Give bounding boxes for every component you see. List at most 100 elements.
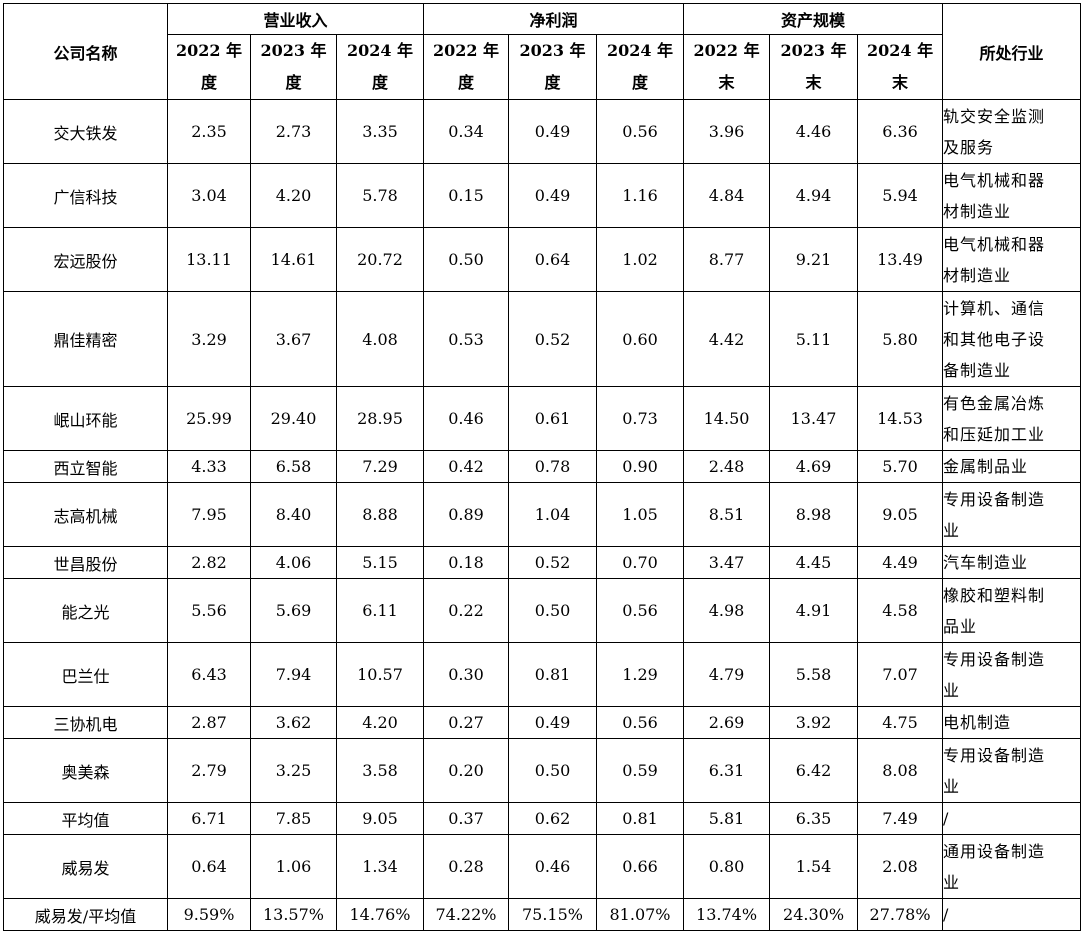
value-cell: 4.94 (769, 163, 859, 228)
value-cell: 6.58 (250, 450, 337, 483)
value-cell: 0.80 (683, 834, 771, 899)
value-cell: 4.46 (769, 99, 859, 164)
year-header: 2024 年度 (336, 34, 424, 100)
value-cell: 4.20 (250, 163, 337, 228)
value-cell: 25.99 (167, 386, 251, 451)
value-cell: 2.35 (167, 99, 251, 164)
value-cell: 0.49 (508, 99, 597, 164)
company-name-cell: 平均值 (3, 802, 168, 835)
value-cell: 0.64 (508, 227, 597, 292)
value-cell: 0.56 (595, 578, 685, 643)
company-name-cell: 岷山环能 (3, 386, 168, 451)
value-cell: 5.56 (167, 578, 251, 643)
value-cell: 0.52 (508, 546, 597, 579)
value-cell: 5.69 (250, 578, 337, 643)
value-cell: 2.08 (857, 834, 944, 899)
value-cell: 0.81 (508, 642, 597, 707)
year-header: 2023 年度 (250, 34, 337, 100)
value-cell: 3.96 (683, 99, 771, 164)
table-row: 威易发 0.64 1.06 1.34 0.28 0.46 0.66 0.80 1.54 2.08 通… (3, 834, 1082, 899)
value-cell: 0.90 (595, 450, 685, 483)
industry-line: 品业 (943, 616, 978, 636)
value-cell: 7.49 (857, 802, 944, 835)
value-cell: 2.79 (167, 738, 251, 803)
value-cell: 0.46 (508, 834, 597, 899)
value-cell: 0.56 (595, 99, 685, 164)
net-profit-group-header: 净利润 (422, 3, 685, 35)
table-row: 宏远股份 13.11 14.61 20.72 0.50 0.64 1.02 8.77 9.21 1… (3, 227, 1082, 292)
value-cell: 2.69 (683, 706, 771, 739)
value-cell: 6.42 (769, 738, 859, 803)
value-cell: 0.28 (423, 834, 509, 899)
value-cell: 14.61 (250, 227, 337, 292)
value-cell: 2.82 (167, 546, 251, 579)
value-cell: 14.53 (857, 386, 944, 451)
value-cell: 5.94 (857, 163, 944, 228)
value-cell: 3.04 (167, 163, 251, 228)
table-row: 三协机电 2.87 3.62 4.20 0.27 0.49 0.56 2.69 3.92 4.75… (3, 706, 1082, 739)
company-name-cell: 志高机械 (3, 482, 168, 547)
value-cell: 8.08 (857, 738, 944, 803)
value-cell: 5.58 (769, 642, 859, 707)
value-cell: 0.62 (508, 802, 597, 835)
year-header-row: 2022 年度 2023 年度 2024 年度 2022 年度 2023 年度 … (4, 34, 1081, 100)
value-cell: 10.57 (336, 642, 424, 707)
value-cell: 6.71 (167, 802, 251, 835)
value-cell: 4.06 (250, 546, 337, 579)
value-cell: 9.05 (857, 482, 944, 547)
year-header: 2022 年度 (167, 34, 251, 100)
value-cell: 2.73 (250, 99, 337, 164)
revenue-group-header: 营业收入 (167, 3, 424, 35)
industry-line: 和压延加工业 (943, 424, 1046, 444)
value-cell: 8.77 (683, 227, 771, 292)
value-cell: 4.33 (167, 450, 251, 483)
value-cell: 1.34 (336, 834, 424, 899)
value-cell: 29.40 (250, 386, 337, 451)
value-cell: 3.92 (769, 706, 859, 739)
year-header: 2022 年度 (423, 34, 509, 100)
company-name-cell: 能之光 (3, 578, 168, 643)
company-name-cell: 威易发 (3, 834, 168, 899)
value-cell: 81.07% (595, 898, 685, 931)
value-cell: 27.78% (857, 898, 944, 931)
value-cell: 13.11 (167, 227, 251, 292)
value-cell: 13.57% (250, 898, 337, 931)
value-cell: 7.29 (336, 450, 424, 483)
value-cell: 0.70 (595, 546, 685, 579)
industry-line: 电气机械和器 (943, 170, 1046, 190)
value-cell: 0.64 (167, 834, 251, 899)
industry-line: 专用设备制造 (943, 649, 1046, 669)
table-row: 能之光 5.56 5.69 6.11 0.22 0.50 0.56 4.98 4.91 4.58 橡… (3, 578, 1082, 643)
value-cell: 4.98 (683, 578, 771, 643)
value-cell: 7.85 (250, 802, 337, 835)
value-cell: 9.59% (167, 898, 251, 931)
value-cell: 0.89 (423, 482, 509, 547)
industry-cell: 轨交安全监测 及服务 (942, 99, 1082, 164)
value-cell: 1.05 (595, 482, 685, 547)
industry-cell: 有色金属冶炼 和压延加工业 (942, 386, 1082, 451)
industry-line: 业 (943, 680, 961, 700)
table-row: 广信科技 3.04 4.20 5.78 0.15 0.49 1.16 4.84 4.94 5.94… (3, 163, 1082, 228)
year-header: 2022 年末 (683, 34, 771, 100)
industry-cell: 金属制品业 (942, 450, 1082, 483)
value-cell: 3.58 (336, 738, 424, 803)
value-cell: 4.75 (857, 706, 944, 739)
value-cell: 1.04 (508, 482, 597, 547)
value-cell: 4.58 (857, 578, 944, 643)
value-cell: 1.02 (595, 227, 685, 292)
table-row: 世昌股份 2.82 4.06 5.15 0.18 0.52 0.70 3.47 4.45 4.49… (3, 546, 1082, 579)
value-cell: 2.48 (683, 450, 771, 483)
value-cell: 75.15% (508, 898, 597, 931)
company-name-cell: 奥美森 (3, 738, 168, 803)
value-cell: 0.50 (423, 227, 509, 292)
industry-cell: 专用设备制造业 (942, 482, 1082, 547)
table-header: 公司名称 营业收入 净利润 资产规模 所处行业 2022 年度 2023 年度 … (3, 3, 1082, 100)
value-cell: 3.29 (167, 291, 251, 387)
industry-cell: 通用设备制造业 (942, 834, 1082, 899)
value-cell: 20.72 (336, 227, 424, 292)
company-name-cell: 威易发/平均值 (3, 898, 168, 931)
industry-line: 业 (943, 776, 961, 796)
value-cell: 4.69 (769, 450, 859, 483)
value-cell: 0.22 (423, 578, 509, 643)
year-header: 2024 年末 (857, 34, 944, 100)
